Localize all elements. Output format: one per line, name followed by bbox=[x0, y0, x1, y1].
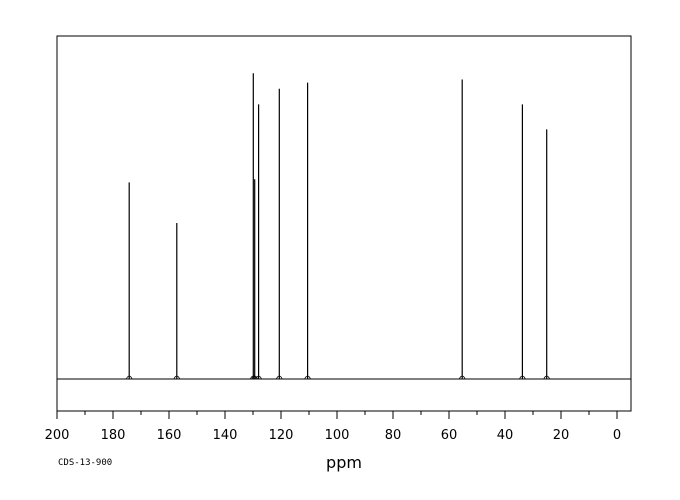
tick-label-20: 20 bbox=[553, 428, 570, 443]
spectrum-code: CDS-13-900 bbox=[58, 458, 112, 468]
tick-label-0: 0 bbox=[613, 428, 621, 443]
tick-label-120: 120 bbox=[269, 428, 294, 443]
peak-base-6 bbox=[304, 375, 311, 380]
x-axis-ticks bbox=[56, 411, 618, 419]
tick-label-140: 140 bbox=[213, 428, 238, 443]
plot-frame bbox=[56, 35, 632, 412]
peak-base-1 bbox=[173, 375, 181, 380]
peak-base-3 bbox=[251, 375, 259, 380]
tick-label-160: 160 bbox=[157, 428, 182, 443]
peak-base-7 bbox=[458, 375, 466, 380]
peak-base-5 bbox=[275, 375, 283, 380]
tick-label-40: 40 bbox=[497, 428, 514, 443]
tick-label-100: 100 bbox=[325, 428, 350, 443]
peak-base-8 bbox=[519, 375, 526, 380]
tick-label-200: 200 bbox=[45, 428, 70, 443]
peak-base-0 bbox=[125, 375, 133, 380]
peaks-group bbox=[125, 73, 551, 380]
peak-base-4 bbox=[255, 375, 262, 380]
peak-base-9 bbox=[543, 375, 551, 380]
tick-label-80: 80 bbox=[385, 428, 402, 443]
x-axis-label: ppm bbox=[326, 453, 362, 472]
tick-label-180: 180 bbox=[101, 428, 126, 443]
tick-label-60: 60 bbox=[441, 428, 458, 443]
x-axis-tick-labels: 200 180 160 140 120 100 80 60 40 20 0 bbox=[45, 428, 622, 443]
